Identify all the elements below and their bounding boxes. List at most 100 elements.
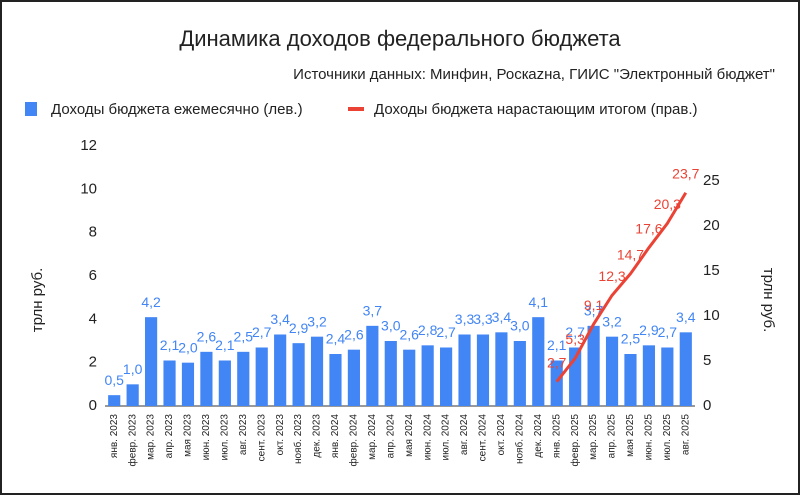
x-tick-label: янв. 2025 <box>551 414 562 458</box>
x-tick-label: нояб. 2024 <box>513 414 525 464</box>
x-tick-label: мая 2023 <box>183 414 194 457</box>
y-tick-label: 12 <box>80 137 97 154</box>
data-label: 3,2 <box>602 313 622 329</box>
bar <box>605 336 619 406</box>
bar <box>292 343 305 406</box>
legend-swatch <box>25 102 37 116</box>
line <box>555 192 688 383</box>
data-label: 2,7 <box>547 354 567 370</box>
x-tick-label: июл. 2025 <box>662 414 673 461</box>
x-tick-label: июл. 2024 <box>441 414 452 461</box>
x-tick-label: июл. 2023 <box>219 414 230 461</box>
legend-label: Доходы бюджета ежемесячно (лев.) <box>51 101 303 118</box>
x-tick-label: авг. 2024 <box>459 414 470 456</box>
y2-tick-label: 15 <box>703 262 720 279</box>
data-label: 2,1 <box>160 337 180 353</box>
y-tick-label: 6 <box>89 267 97 284</box>
bar <box>550 360 563 406</box>
data-label: 2,6 <box>344 326 364 342</box>
y-tick-label: 4 <box>89 310 97 327</box>
y-tick-label: 0 <box>89 397 97 414</box>
data-label: 2,1 <box>215 337 235 353</box>
data-label: 0,5 <box>104 372 124 388</box>
data-label: 3,4 <box>270 311 290 327</box>
chart-title: Динамика доходов федерального бюджета <box>179 26 621 51</box>
bar <box>642 345 655 406</box>
bar <box>126 384 139 406</box>
chart-subtitle: Источники данных: Минфин, Роскazна, ГИИС… <box>293 66 775 83</box>
x-tick-label: дек. 2023 <box>312 414 323 458</box>
data-label: 2,9 <box>289 320 309 336</box>
data-label: 2,4 <box>326 331 346 347</box>
data-label: 2,7 <box>436 324 456 340</box>
bar <box>108 395 121 406</box>
bar <box>145 317 158 406</box>
x-tick-label: мая 2025 <box>625 414 636 457</box>
data-label: 2,6 <box>399 326 419 342</box>
data-label: 2,5 <box>621 331 641 347</box>
bar <box>476 334 490 406</box>
bar <box>679 332 692 406</box>
data-label: 4,1 <box>529 294 549 310</box>
data-label: 3,0 <box>381 318 401 334</box>
data-label: 3,3 <box>473 311 493 327</box>
bar <box>255 347 268 406</box>
data-label: 4,2 <box>141 294 161 310</box>
x-tick-label: апр. 2023 <box>164 414 175 459</box>
y-tick-label: 8 <box>89 224 97 241</box>
data-label: 5,3 <box>565 331 585 347</box>
bar <box>347 349 360 406</box>
y-axis-label: трлн руб. <box>29 268 46 333</box>
data-label: 2,7 <box>658 324 678 340</box>
data-label: 12,3 <box>598 268 625 284</box>
data-label: 14,7 <box>617 246 644 262</box>
data-label: 9,1 <box>584 297 604 313</box>
data-label: 2,7 <box>565 324 585 340</box>
data-label: 2,6 <box>197 329 217 345</box>
bar <box>163 360 176 406</box>
bar <box>532 317 545 406</box>
bar <box>181 362 195 406</box>
data-label: 3,2 <box>307 313 327 329</box>
x-tick-label: сент. 2023 <box>256 414 267 462</box>
x-tick-label: мар. 2023 <box>146 414 157 460</box>
bar <box>421 345 434 406</box>
x-tick-label: мар. 2024 <box>367 414 378 460</box>
x-tick-label: мая 2024 <box>404 414 415 457</box>
x-tick-label: авг. 2025 <box>680 414 691 456</box>
data-label: 2,0 <box>178 339 198 355</box>
data-label: 2,8 <box>418 322 438 338</box>
y2-tick-label: 20 <box>703 217 720 234</box>
x-tick-label: дек. 2024 <box>533 414 544 458</box>
x-tick-label: янв. 2024 <box>330 414 341 458</box>
x-tick-label: июн. 2024 <box>422 414 433 461</box>
data-label: 3,4 <box>676 309 696 325</box>
bar <box>661 347 674 406</box>
x-tick-label: нояб. 2023 <box>292 414 304 464</box>
data-label: 3,4 <box>492 309 512 325</box>
x-tick-label: июн. 2025 <box>644 414 655 461</box>
bar <box>310 336 324 406</box>
data-label: 23,7 <box>672 165 699 181</box>
x-tick-label: мар. 2025 <box>588 414 599 460</box>
bar <box>624 354 637 406</box>
y2-tick-label: 0 <box>703 397 711 414</box>
data-label: 2,1 <box>547 337 567 353</box>
data-label: 3,0 <box>510 318 530 334</box>
data-label: 2,5 <box>234 329 254 345</box>
data-label: 20,3 <box>654 196 681 212</box>
bar <box>274 334 287 406</box>
x-tick-label: февр. 2025 <box>569 414 581 467</box>
data-label: 3,3 <box>455 311 475 327</box>
data-label: 17,6 <box>635 220 662 236</box>
x-tick-label: февр. 2024 <box>348 414 360 467</box>
bar <box>200 351 213 406</box>
x-tick-label: апр. 2025 <box>607 414 618 459</box>
x-tick-label: окт. 2024 <box>496 414 507 456</box>
y-tick-label: 2 <box>89 354 97 371</box>
bar <box>218 360 231 406</box>
y-tick-label: 10 <box>80 180 97 197</box>
data-label: 1,0 <box>123 361 143 377</box>
data-label: 2,9 <box>639 322 659 338</box>
